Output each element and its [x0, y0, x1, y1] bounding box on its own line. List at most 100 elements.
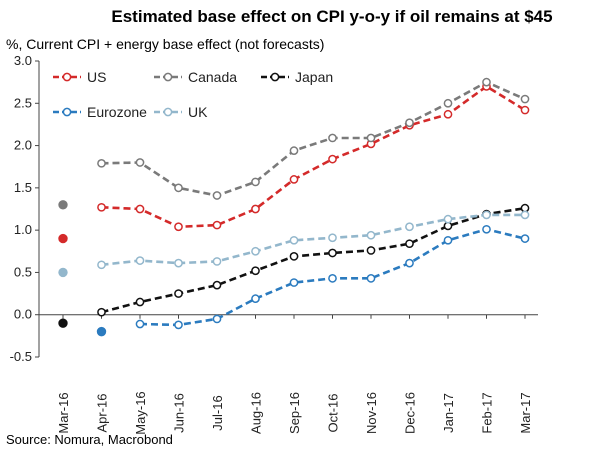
data-point-canada [58, 200, 68, 210]
legend: US Canada Japan Eurozone UK [53, 69, 333, 120]
data-point-uk [443, 214, 453, 224]
series-line-japan [101, 206, 526, 314]
y-tick-label: 1.5 [14, 180, 32, 195]
series-line-uk [101, 213, 525, 267]
x-tick-label: May-16 [133, 391, 148, 434]
data-point-us [174, 222, 183, 232]
data-point-japan [212, 280, 222, 290]
data-point-uk [405, 222, 414, 232]
legend-marker-canada [163, 72, 173, 82]
x-tick-label: Jun-16 [172, 393, 187, 433]
data-point-us [289, 175, 299, 184]
x-tick-label: Dec-16 [403, 392, 418, 434]
x-tick-label: Oct-16 [326, 393, 341, 432]
legend-label-us: US [87, 69, 106, 85]
data-point-us [443, 109, 453, 119]
legend-marker-eurozone [62, 107, 72, 117]
data-point-canada [289, 146, 299, 155]
legend-marker-uk [163, 107, 173, 117]
series-line-canada [101, 80, 526, 197]
data-point-eurozone [520, 234, 530, 243]
data-point-canada [482, 77, 491, 87]
data-point-japan [58, 318, 68, 328]
x-tick-label: Apr-16 [95, 393, 110, 432]
series-line-us [101, 84, 526, 229]
source-note: Source: Nomura, Macrobond [6, 432, 173, 447]
data-point-us [520, 105, 530, 115]
y-tick-label: 2.0 [14, 138, 32, 153]
data-point-canada [97, 158, 106, 168]
data-point-japan [366, 246, 376, 255]
data-point-eurozone [212, 314, 222, 324]
legend-marker-us [62, 72, 72, 82]
data-point-uk [174, 258, 183, 268]
series-layer [58, 77, 530, 337]
data-point-eurozone [251, 294, 260, 303]
data-point-canada [443, 98, 453, 108]
data-point-japan [135, 297, 145, 307]
data-point-canada [251, 177, 260, 187]
data-point-japan [328, 248, 337, 258]
data-point-uk [135, 256, 145, 265]
y-tick-label: 2.5 [14, 95, 32, 110]
x-tick-label: Jan-17 [441, 393, 456, 433]
data-point-canada [405, 118, 414, 128]
data-point-eurozone [405, 258, 414, 268]
data-point-japan [97, 307, 106, 317]
x-tick-label: Mar-16 [56, 392, 71, 433]
x-tick-label: Jul-16 [210, 395, 225, 430]
data-point-us [58, 233, 68, 244]
data-point-us [328, 154, 337, 164]
data-point-japan [405, 239, 414, 249]
chart-subtitle: %, Current CPI + energy base effect (not… [6, 36, 324, 52]
data-point-canada [174, 183, 183, 193]
x-tick-label: Nov-16 [364, 392, 379, 434]
data-point-eurozone [96, 326, 107, 337]
legend-label-uk: UK [188, 104, 208, 120]
axes: -0.5 0.0 0.5 1.0 1.5 2.0 2.5 3.0 Mar-16 Apr-16 May… [10, 53, 538, 435]
data-point-us [135, 204, 145, 214]
data-point-eurozone [289, 278, 299, 287]
data-point-japan [251, 266, 260, 276]
y-tick-label: 0.5 [14, 264, 32, 279]
legend-label-eurozone: Eurozone [87, 104, 147, 120]
data-point-uk [289, 235, 299, 245]
legend-marker-japan [270, 72, 280, 82]
data-point-japan [174, 289, 183, 298]
data-point-uk [482, 210, 491, 220]
data-point-uk [251, 246, 260, 256]
data-point-canada [212, 191, 222, 200]
data-point-uk [97, 260, 106, 270]
chart-title: Estimated base effect on CPI y-o-y if oi… [111, 7, 552, 26]
y-tick-label: 0.0 [14, 307, 32, 322]
data-point-us [97, 202, 106, 212]
legend-label-japan: Japan [295, 69, 333, 85]
data-point-uk [328, 233, 337, 243]
data-point-us [251, 204, 260, 214]
data-point-japan [289, 252, 299, 261]
x-tick-label: Mar-17 [518, 392, 533, 433]
data-point-eurozone [366, 273, 376, 283]
y-tick-label: -0.5 [10, 349, 32, 364]
data-point-uk [58, 267, 68, 278]
data-point-uk [366, 230, 376, 240]
data-point-eurozone [482, 224, 491, 234]
data-point-uk [212, 257, 222, 266]
legend-label-canada: Canada [188, 69, 237, 85]
y-tick-label: 3.0 [14, 53, 32, 68]
data-point-canada [135, 158, 145, 167]
x-tick-label: Aug-16 [249, 392, 264, 434]
x-tick-label: Sep-16 [287, 392, 302, 434]
data-point-eurozone [174, 320, 183, 330]
data-point-eurozone [443, 235, 453, 245]
data-point-canada [366, 133, 376, 143]
y-tick-label: 1.0 [14, 222, 32, 237]
data-point-uk [520, 210, 530, 220]
x-tick-label: Feb-17 [480, 392, 495, 433]
data-point-eurozone [135, 319, 145, 329]
data-point-canada [520, 94, 530, 104]
data-point-canada [328, 133, 337, 143]
data-point-us [212, 220, 222, 230]
data-point-eurozone [328, 273, 337, 283]
